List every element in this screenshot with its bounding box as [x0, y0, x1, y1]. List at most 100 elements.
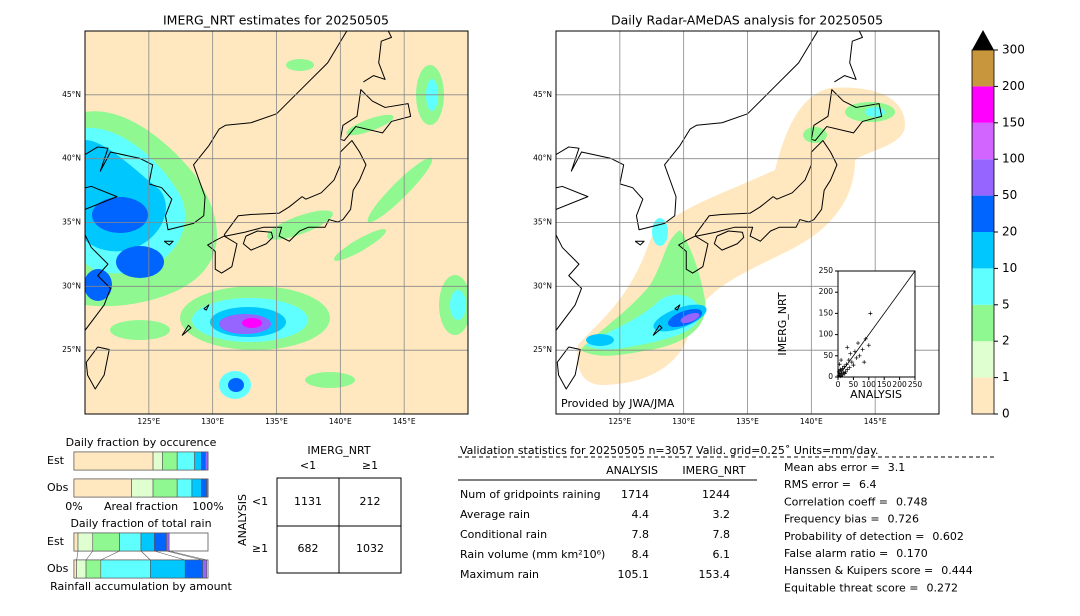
column-label: ANALYSIS [606, 464, 658, 477]
score: False alarm ratio = 0.170 [784, 547, 928, 560]
cell: 6.1 [713, 548, 731, 561]
score: Probability of detection = 0.602 [784, 530, 964, 543]
cell: 212 [360, 495, 381, 508]
bar-segment [92, 532, 120, 552]
score-name: False alarm ratio = [784, 547, 888, 560]
bar-segment [206, 478, 209, 498]
scores: Mean abs error = 3.1 RMS error = 6.4 Correla… [784, 461, 973, 594]
bar-segment [194, 451, 202, 471]
bar-segment [201, 451, 206, 471]
table-title: IMERG_NRT [307, 444, 370, 457]
x-tick-label: 0 [836, 380, 841, 389]
lat-tick-label: 40°N [533, 154, 552, 163]
bar-segment [166, 532, 170, 552]
colorbar-label: 200 [1002, 79, 1025, 93]
colorbar-label: 20 [1002, 225, 1017, 239]
bar-segment [201, 478, 207, 498]
x-axis-label: Areal fraction [104, 500, 178, 513]
row-label: Est [47, 454, 65, 467]
lat-tick-label: 35°N [62, 218, 81, 227]
bar-segment [140, 532, 155, 552]
connector [76, 550, 79, 561]
colorbar-band [972, 341, 994, 378]
bar-segment [150, 559, 186, 579]
row-label: Num of gridpoints raining [460, 488, 601, 501]
point [847, 365, 852, 370]
lon-tick-label: 130°E [201, 417, 224, 426]
map-title: IMERG_NRT estimates for 20250505 [163, 13, 389, 28]
y-tick-label: 200 [819, 287, 834, 296]
x-tick-label: 150 [877, 380, 892, 389]
chart-title: Daily fraction by occurence [66, 436, 217, 449]
validation-table: Validation statistics for 20250505 n=305… [458, 444, 997, 581]
score-name: Probability of detection = [784, 530, 924, 543]
bar-segment [184, 559, 203, 579]
point [838, 367, 843, 372]
x-axis-label: Rainfall accumulation by amount [50, 580, 232, 593]
lat-tick-label: 25°N [62, 345, 81, 354]
bar-segment [85, 559, 102, 579]
occurrence-chart: Daily fraction by occurence Areal fracti… [47, 436, 224, 513]
row-label: Conditional rain [460, 528, 547, 541]
colorbar-band [972, 377, 994, 414]
bar-segment [176, 478, 193, 498]
score-value: 3.1 [888, 461, 906, 474]
score-value: 0.748 [896, 495, 928, 508]
x-tick-label: 100 [862, 380, 877, 389]
score-name: Hanssen & Kuipers score = [784, 564, 933, 577]
connector [140, 550, 151, 561]
cell: 682 [298, 542, 319, 555]
colorbar-label: 50 [1002, 188, 1017, 202]
colorbar-label: 0 [1002, 407, 1010, 421]
lat-tick-label: 40°N [62, 154, 81, 163]
colorbar-band [972, 232, 994, 269]
lat-tick-label: 45°N [533, 90, 552, 99]
lat-tick-label: 35°N [533, 218, 552, 227]
cell: 7.8 [713, 528, 731, 541]
point [868, 311, 873, 316]
colorbar-band [972, 122, 994, 160]
bar-segment [119, 532, 142, 552]
chart-title: Daily fraction of total rain [70, 517, 211, 530]
bar-segment [73, 478, 132, 498]
table-title: Validation statistics for 20250505 n=305… [460, 444, 879, 457]
column-label: ≥1 [362, 459, 378, 472]
rain-field [85, 59, 468, 399]
map-title: Daily Radar-AMeDAS analysis for 20250505 [611, 13, 883, 28]
point [837, 362, 842, 367]
credit: Provided by JWA/JMA [561, 397, 675, 410]
map-frame [555, 30, 940, 415]
cell: 8.4 [632, 548, 650, 561]
bar-segment [162, 451, 178, 471]
x-tick-label: 100% [192, 500, 223, 513]
cell: 1714 [621, 488, 649, 501]
score-value: 0.602 [932, 530, 964, 543]
lon-tick-label: 135°E [736, 417, 759, 426]
lon-tick-label: 140°E [800, 417, 823, 426]
point [852, 349, 857, 354]
score: Hanssen & Kuipers score = 0.444 [784, 564, 973, 577]
score-value: 0.170 [896, 547, 928, 560]
cell: 1032 [356, 542, 384, 555]
bar-segment [202, 559, 207, 579]
point [837, 371, 842, 376]
point [836, 369, 841, 374]
bar-segment [152, 478, 178, 498]
bar-segment [73, 532, 79, 552]
grid [85, 31, 468, 414]
y-tick-label: 250 [819, 266, 834, 275]
score-name: Frequency bias = [784, 513, 880, 526]
row-label: Obs [47, 481, 69, 494]
cell: 3.2 [713, 508, 731, 521]
lat-tick-label: 25°N [533, 345, 552, 354]
bar-segment [154, 532, 167, 552]
score-value: 6.4 [859, 478, 877, 491]
point [840, 372, 845, 377]
point [849, 360, 854, 365]
point [862, 360, 867, 365]
column-label: IMERG_NRT [682, 464, 745, 477]
colorbar: 0 1 2 5 10 20 50 100 150 200 300 [971, 30, 1025, 421]
colorbar-band [972, 86, 994, 123]
